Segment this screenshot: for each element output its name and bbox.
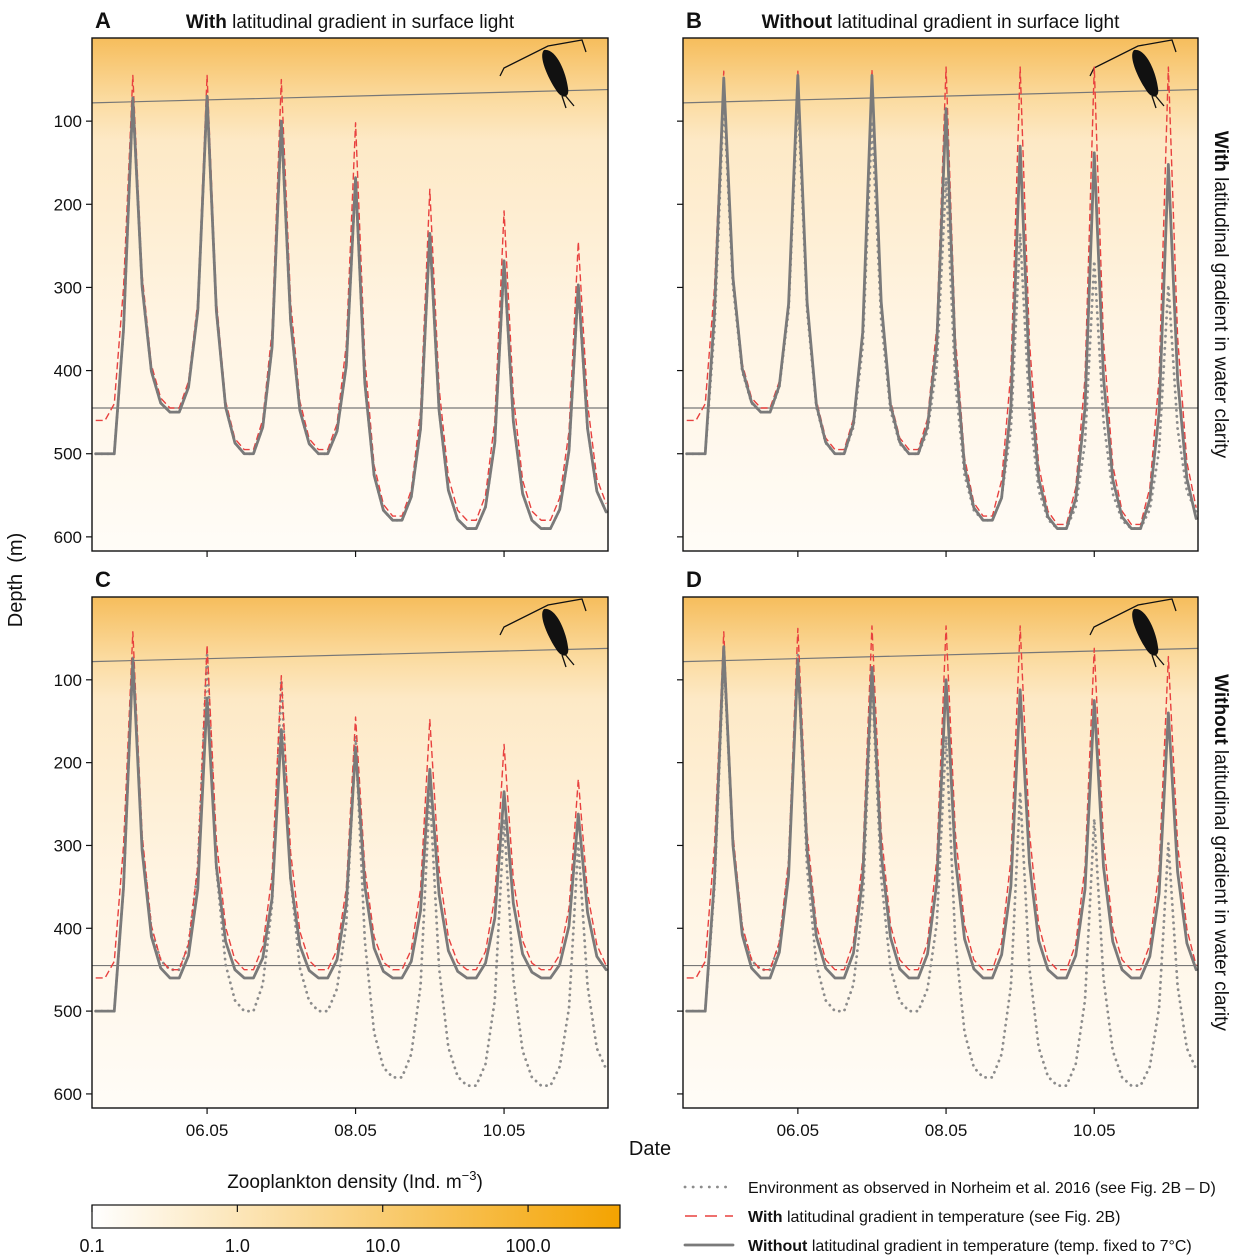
legend-entry: Without latitudinal gradient in temperat… [748, 1238, 1192, 1255]
y-tick-label: 400 [54, 362, 82, 381]
panel-frame [91, 596, 609, 1109]
copepod-icon [1089, 598, 1177, 668]
copepod-body [542, 608, 569, 656]
panel-background [683, 597, 1198, 1108]
copepod-antenna [1089, 598, 1177, 636]
legend-entry-bold: Without [748, 1238, 808, 1255]
colorbar [91, 1204, 621, 1229]
legend-entry-text: latitudinal gradient in temperature (tem… [807, 1238, 1191, 1255]
copepod-tail [1151, 93, 1165, 109]
y-tick-label: 200 [54, 195, 82, 214]
plot-area [683, 39, 1198, 530]
copepod-antenna [1089, 39, 1177, 77]
side-label-bold: Without [1210, 674, 1231, 745]
x-tick-label: 10.05 [483, 1121, 526, 1140]
series-line [94, 94, 608, 530]
contour-line [683, 88, 1198, 104]
colorbar-tick-label: 10.0 [365, 1236, 400, 1256]
series-line [685, 74, 1198, 530]
plot-area [683, 598, 1198, 1088]
panel-frame [682, 596, 1199, 1109]
y-tick-label: 500 [54, 1002, 82, 1021]
colorbar-label-sup: −3 [462, 1168, 477, 1183]
panel-title-rest: latitudinal gradient in surface light [832, 12, 1120, 33]
x-tick-label: 08.05 [925, 1121, 968, 1140]
panel-title: B [686, 8, 702, 33]
panel-letter: A [95, 8, 111, 33]
plot-area [92, 39, 608, 530]
side-label-rest: latitudinal gradient in water clarity [1210, 172, 1231, 459]
panel-letter: B [686, 8, 702, 33]
copepod-tail [561, 652, 575, 668]
legend-entry: Environment as observed in Norheim et al… [748, 1180, 1216, 1197]
y-axis-label: Depth (m) [5, 533, 27, 627]
contour-line [683, 647, 1198, 663]
panel-title-bold: With [186, 12, 227, 33]
y-tick-label: 100 [54, 112, 82, 131]
series-line [94, 657, 608, 1013]
series-line [685, 645, 1198, 1013]
side-label-bold: With [1210, 131, 1231, 172]
panel-title: A [95, 8, 111, 33]
panel-letter: C [95, 567, 111, 592]
panel-frame [682, 37, 1199, 552]
side-label-rest: latitudinal gradient in water clarity [1210, 745, 1231, 1032]
colorbar-tick-label: 1.0 [225, 1236, 250, 1256]
legend-entry-text: latitudinal gradient in temperature (see… [783, 1209, 1121, 1226]
x-tick-label: 10.05 [1073, 1121, 1116, 1140]
y-tick-label: 500 [54, 445, 82, 464]
colorbar-tick-label: 100.0 [506, 1236, 551, 1256]
legend-entry-bold: With [748, 1209, 783, 1226]
y-tick-label: 100 [54, 671, 82, 690]
colorbar-tick-label: 0.1 [79, 1236, 104, 1256]
panel-frame [91, 37, 609, 552]
copepod-tail [561, 93, 575, 109]
y-tick-label: 600 [54, 1085, 82, 1104]
copepod-antenna [499, 598, 587, 636]
copepod-icon [1089, 39, 1177, 109]
contour-line [92, 88, 608, 104]
x-tick-label: 06.05 [777, 1121, 820, 1140]
panel-title-text: With latitudinal gradient in surface lig… [186, 12, 515, 33]
series-line [686, 625, 1197, 979]
panel-title: C [95, 567, 111, 592]
panel-letter: D [686, 567, 702, 592]
colorbar-label: Zooplankton density (Ind. m−3) [227, 1168, 483, 1193]
panel-title-bold: Without [762, 12, 833, 33]
panel-title-text: Without latitudinal gradient in surface … [762, 12, 1121, 33]
copepod-body [1132, 608, 1159, 656]
contour-line [92, 647, 608, 663]
y-tick-label: 300 [54, 278, 82, 297]
y-tick-label: 400 [54, 919, 82, 938]
colorbar-label-main: Zooplankton density (Ind. m [227, 1172, 461, 1193]
y-tick-label: 200 [54, 754, 82, 773]
panel-title-rest: latitudinal gradient in surface light [227, 12, 515, 33]
y-tick-label: 600 [54, 528, 82, 547]
plot-area [92, 598, 608, 1088]
side-label: Without latitudinal gradient in water cl… [1210, 674, 1231, 1031]
legend-entry-text: Environment as observed in Norheim et al… [748, 1180, 1216, 1197]
copepod-body [1132, 49, 1159, 97]
legend-entry: With latitudinal gradient in temperature… [748, 1209, 1120, 1226]
series-line [95, 74, 607, 521]
copepod-antenna [499, 39, 587, 77]
side-label: With latitudinal gradient in water clari… [1210, 131, 1231, 459]
copepod-icon [499, 598, 587, 668]
colorbar-label-end: ) [476, 1172, 482, 1193]
copepod-icon [499, 39, 587, 109]
y-tick-label: 300 [54, 836, 82, 855]
x-tick-label: 06.05 [186, 1121, 229, 1140]
panel-title: D [686, 567, 702, 592]
x-tick-label: 08.05 [334, 1121, 377, 1140]
copepod-body [542, 49, 569, 97]
copepod-tail [1151, 652, 1165, 668]
x-axis-label: Date [629, 1138, 671, 1160]
